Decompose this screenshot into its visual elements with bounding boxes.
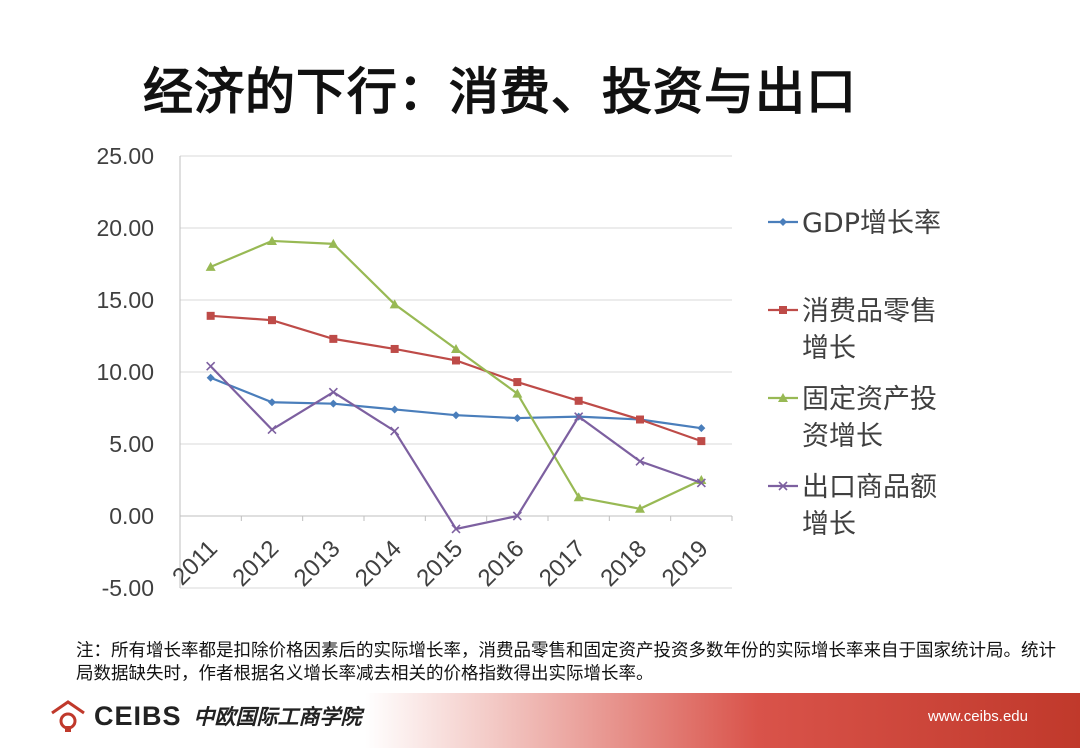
ceibs-logo-icon xyxy=(51,700,85,732)
series-3-point xyxy=(206,361,216,371)
x-tick-label: 2016 xyxy=(473,535,530,592)
series-0-point xyxy=(390,405,399,414)
series-1-point xyxy=(268,316,276,325)
series-1-point xyxy=(329,334,338,343)
series-3-point xyxy=(451,524,461,534)
series-1-point xyxy=(390,344,399,353)
legend-label: 资增长 xyxy=(802,421,883,452)
x-tick-label: 2015 xyxy=(411,535,468,592)
series-3-point xyxy=(696,478,706,488)
legend-label: 固定资产投 xyxy=(802,384,937,415)
x-tick-label: 2019 xyxy=(657,535,714,592)
logo-text: CEIBS xyxy=(94,700,182,731)
logo-chinese-name: 中欧国际工商学院 xyxy=(193,704,362,729)
legend-marker xyxy=(778,393,788,402)
series-3-point xyxy=(390,426,400,436)
series-3-point xyxy=(267,425,277,435)
chart-series xyxy=(205,235,707,534)
series-1-point xyxy=(636,415,644,424)
series-2-point xyxy=(451,343,461,353)
footer-band xyxy=(365,693,1080,748)
series-1 xyxy=(206,311,706,446)
series-2-point xyxy=(512,388,523,398)
y-tick-label: 5.00 xyxy=(109,431,154,457)
legend-marker xyxy=(779,218,787,226)
legend-marker xyxy=(779,306,787,314)
x-tick-label: 2014 xyxy=(350,535,407,592)
legend-item-0: GDP增长率 xyxy=(768,208,941,239)
legend-label: 增长 xyxy=(802,333,856,364)
legend-marker xyxy=(778,481,788,491)
series-1-point xyxy=(574,396,583,405)
footnote: 注：所有增长率都是扣除价格因素后的实际增长率，消费品零售和固定资产投资多数年份的… xyxy=(76,641,1056,684)
footer-url: www.ceibs.edu xyxy=(927,708,1028,725)
series-2-point xyxy=(267,235,277,245)
series-3-point xyxy=(574,412,584,422)
series-3-point xyxy=(512,511,522,521)
series-1-point xyxy=(513,378,522,387)
series-3-point xyxy=(635,456,645,466)
series-1-point xyxy=(206,311,215,320)
x-tick-label: 2011 xyxy=(167,535,223,591)
series-0-line xyxy=(210,376,702,430)
legend-label: 增长 xyxy=(802,509,856,540)
x-tick-label: 2013 xyxy=(289,535,346,592)
legend-label: GDP增长率 xyxy=(802,208,941,239)
x-axis-ticks: 2011 2012 2013 2014 2015 2016 2017 2018 2019 xyxy=(167,535,713,592)
series-0-point xyxy=(206,373,215,382)
series-2-point xyxy=(573,492,584,502)
series-1-point xyxy=(697,437,706,446)
y-tick-label: 0.00 xyxy=(109,503,154,529)
series-2-point xyxy=(205,261,216,271)
slide-title: 经济的下行：消费、投资与出口 xyxy=(143,62,857,121)
y-tick-label: 15.00 xyxy=(96,287,154,313)
y-tick-label: 20.00 xyxy=(96,215,154,241)
series-3-line xyxy=(209,365,702,531)
series-3 xyxy=(206,361,706,534)
x-tick-label: 2017 xyxy=(534,535,591,592)
y-tick-label: 25.00 xyxy=(96,143,154,169)
series-1-point xyxy=(452,356,460,365)
series-0-point xyxy=(452,411,460,420)
y-tick-label: 10.00 xyxy=(96,359,154,385)
series-2-point xyxy=(389,299,400,309)
series-2-line xyxy=(210,239,702,510)
ceibs-logo: CEIBS 中欧国际工商学院 xyxy=(48,698,362,734)
series-0-point xyxy=(329,399,338,408)
x-tick-label: 2018 xyxy=(595,535,652,592)
series-0-point xyxy=(697,424,706,433)
series-2-point xyxy=(635,503,645,513)
series-0-point xyxy=(513,414,522,423)
x-tick-label: 2012 xyxy=(227,535,284,592)
legend-label: 出口商品额 xyxy=(802,472,937,503)
series-3-point xyxy=(328,387,338,397)
legend-label: 消费品零售 xyxy=(802,296,937,327)
chart-grid xyxy=(179,155,733,589)
series-2 xyxy=(205,235,707,513)
y-axis-ticks: 25.00 20.00 15.00 10.00 5.00 0.00 -5.00 xyxy=(96,143,154,601)
series-0-point xyxy=(268,398,276,407)
y-tick-label: -5.00 xyxy=(102,575,154,601)
series-2-point xyxy=(328,238,339,248)
